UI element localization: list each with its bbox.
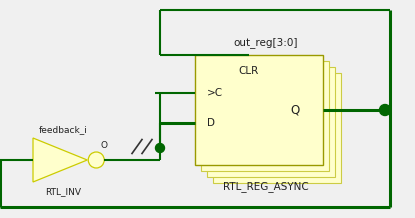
Text: O: O — [101, 140, 108, 150]
Bar — [195, 55, 323, 165]
Text: Q: Q — [290, 104, 300, 116]
Circle shape — [156, 143, 164, 153]
Text: >C: >C — [207, 88, 223, 98]
Text: RTL_REG_ASYNC: RTL_REG_ASYNC — [222, 182, 308, 192]
Bar — [213, 73, 341, 183]
Text: RTL_INV: RTL_INV — [45, 187, 81, 196]
Bar — [207, 67, 335, 177]
Circle shape — [88, 152, 104, 168]
Text: feedback_i: feedback_i — [39, 126, 88, 135]
Polygon shape — [33, 138, 87, 182]
Text: out_reg[3:0]: out_reg[3:0] — [233, 37, 298, 48]
Text: D: D — [207, 118, 215, 128]
Circle shape — [379, 104, 391, 116]
Bar — [201, 61, 329, 171]
Text: CLR: CLR — [239, 66, 259, 76]
